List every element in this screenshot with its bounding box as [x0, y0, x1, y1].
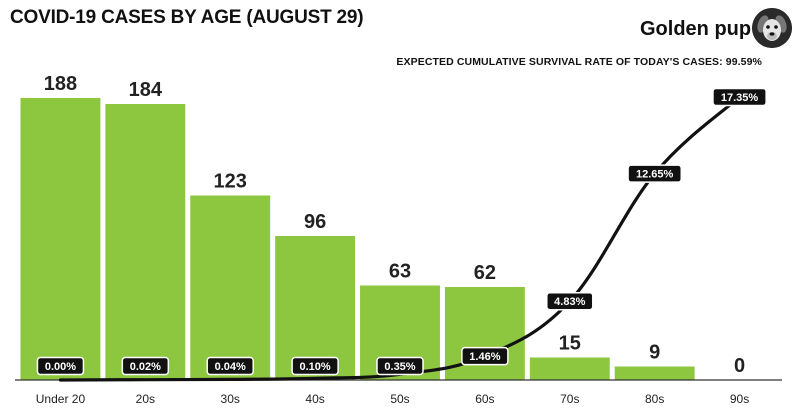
rate-label-box [712, 87, 767, 107]
rate-label: 1.46% [469, 351, 500, 363]
rate-label: 0.02% [130, 361, 161, 373]
x-tick-label: 80s [645, 392, 664, 406]
rate-label: 0.10% [300, 361, 331, 373]
x-tick-label: Under 20 [36, 392, 86, 406]
rate-label: 17.35% [721, 92, 759, 104]
x-tick-label: 30s [221, 392, 240, 406]
bar-value-label: 63 [389, 261, 411, 283]
rate-label-box [206, 356, 254, 376]
rate-label-box [461, 346, 509, 366]
x-tick-label: 40s [305, 392, 324, 406]
bar-value-label: 15 [559, 333, 581, 355]
rate-label-box [627, 164, 683, 183]
bar [275, 236, 356, 380]
rate-label-box [121, 356, 170, 376]
rate-label: 0.35% [384, 361, 415, 373]
rate-label: 0.04% [215, 361, 246, 373]
rate-label-box [36, 356, 85, 376]
bar [20, 98, 101, 380]
bar-value-label: 0 [734, 355, 745, 377]
x-tick-label: 90s [730, 392, 749, 406]
bar [190, 195, 271, 380]
rate-label: 12.65% [636, 169, 674, 181]
rate-label: 0.00% [45, 361, 76, 373]
bar [529, 357, 610, 380]
x-tick-label: 50s [390, 392, 409, 406]
dog-avatar-icon [752, 8, 792, 48]
bar-value-label: 188 [44, 73, 77, 95]
bar [614, 366, 695, 380]
rate-label-box [291, 356, 339, 376]
x-tick-label: 70s [560, 392, 579, 406]
bar-value-label: 62 [474, 262, 496, 284]
bar-value-label: 96 [304, 211, 326, 233]
bar [105, 104, 186, 380]
chart-subtitle: EXPECTED CUMULATIVE SURVIVAL RATE OF TOD… [396, 56, 762, 68]
x-tick-label: 60s [475, 392, 494, 406]
bar-value-label: 184 [129, 79, 163, 101]
bar-value-label: 123 [214, 171, 247, 193]
bar-value-label: 9 [649, 342, 660, 364]
brand-name: Golden pup [640, 18, 752, 40]
x-tick-label: 20s [136, 392, 155, 406]
rate-label-box [546, 291, 594, 311]
rate-label: 4.83% [554, 296, 585, 308]
chart-title: COVID-19 CASES BY AGE (AUGUST 29) [10, 7, 364, 28]
rate-label-box [376, 356, 424, 376]
